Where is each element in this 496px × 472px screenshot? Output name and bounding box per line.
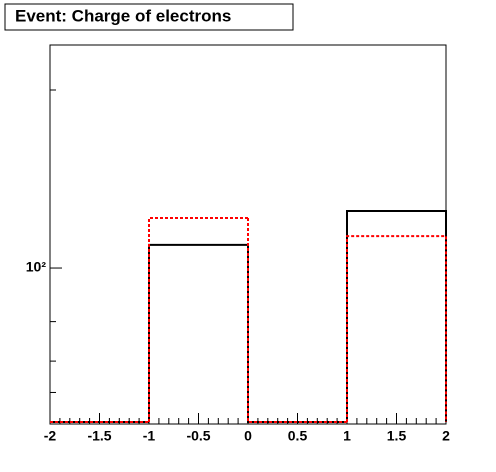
histogram-bin — [247, 218, 347, 423]
x-tick-label: 0.5 — [288, 428, 308, 444]
x-tick-label: -0.5 — [186, 428, 210, 444]
x-tick-label: -1 — [143, 428, 156, 444]
histogram-bin — [148, 217, 248, 422]
y-tick-label: 10² — [26, 259, 47, 275]
x-tick-label: -2 — [44, 428, 57, 444]
x-tick-label: 2 — [442, 428, 450, 444]
title-box — [4, 3, 294, 31]
x-tick-label: 0 — [244, 428, 252, 444]
chart-title: Event: Charge of electrons — [15, 6, 231, 25]
x-tick-label: -1.5 — [87, 428, 111, 444]
histogram-bin — [346, 235, 447, 422]
x-tick-label: 1.5 — [387, 428, 407, 444]
x-tick-label: 1 — [343, 428, 351, 444]
